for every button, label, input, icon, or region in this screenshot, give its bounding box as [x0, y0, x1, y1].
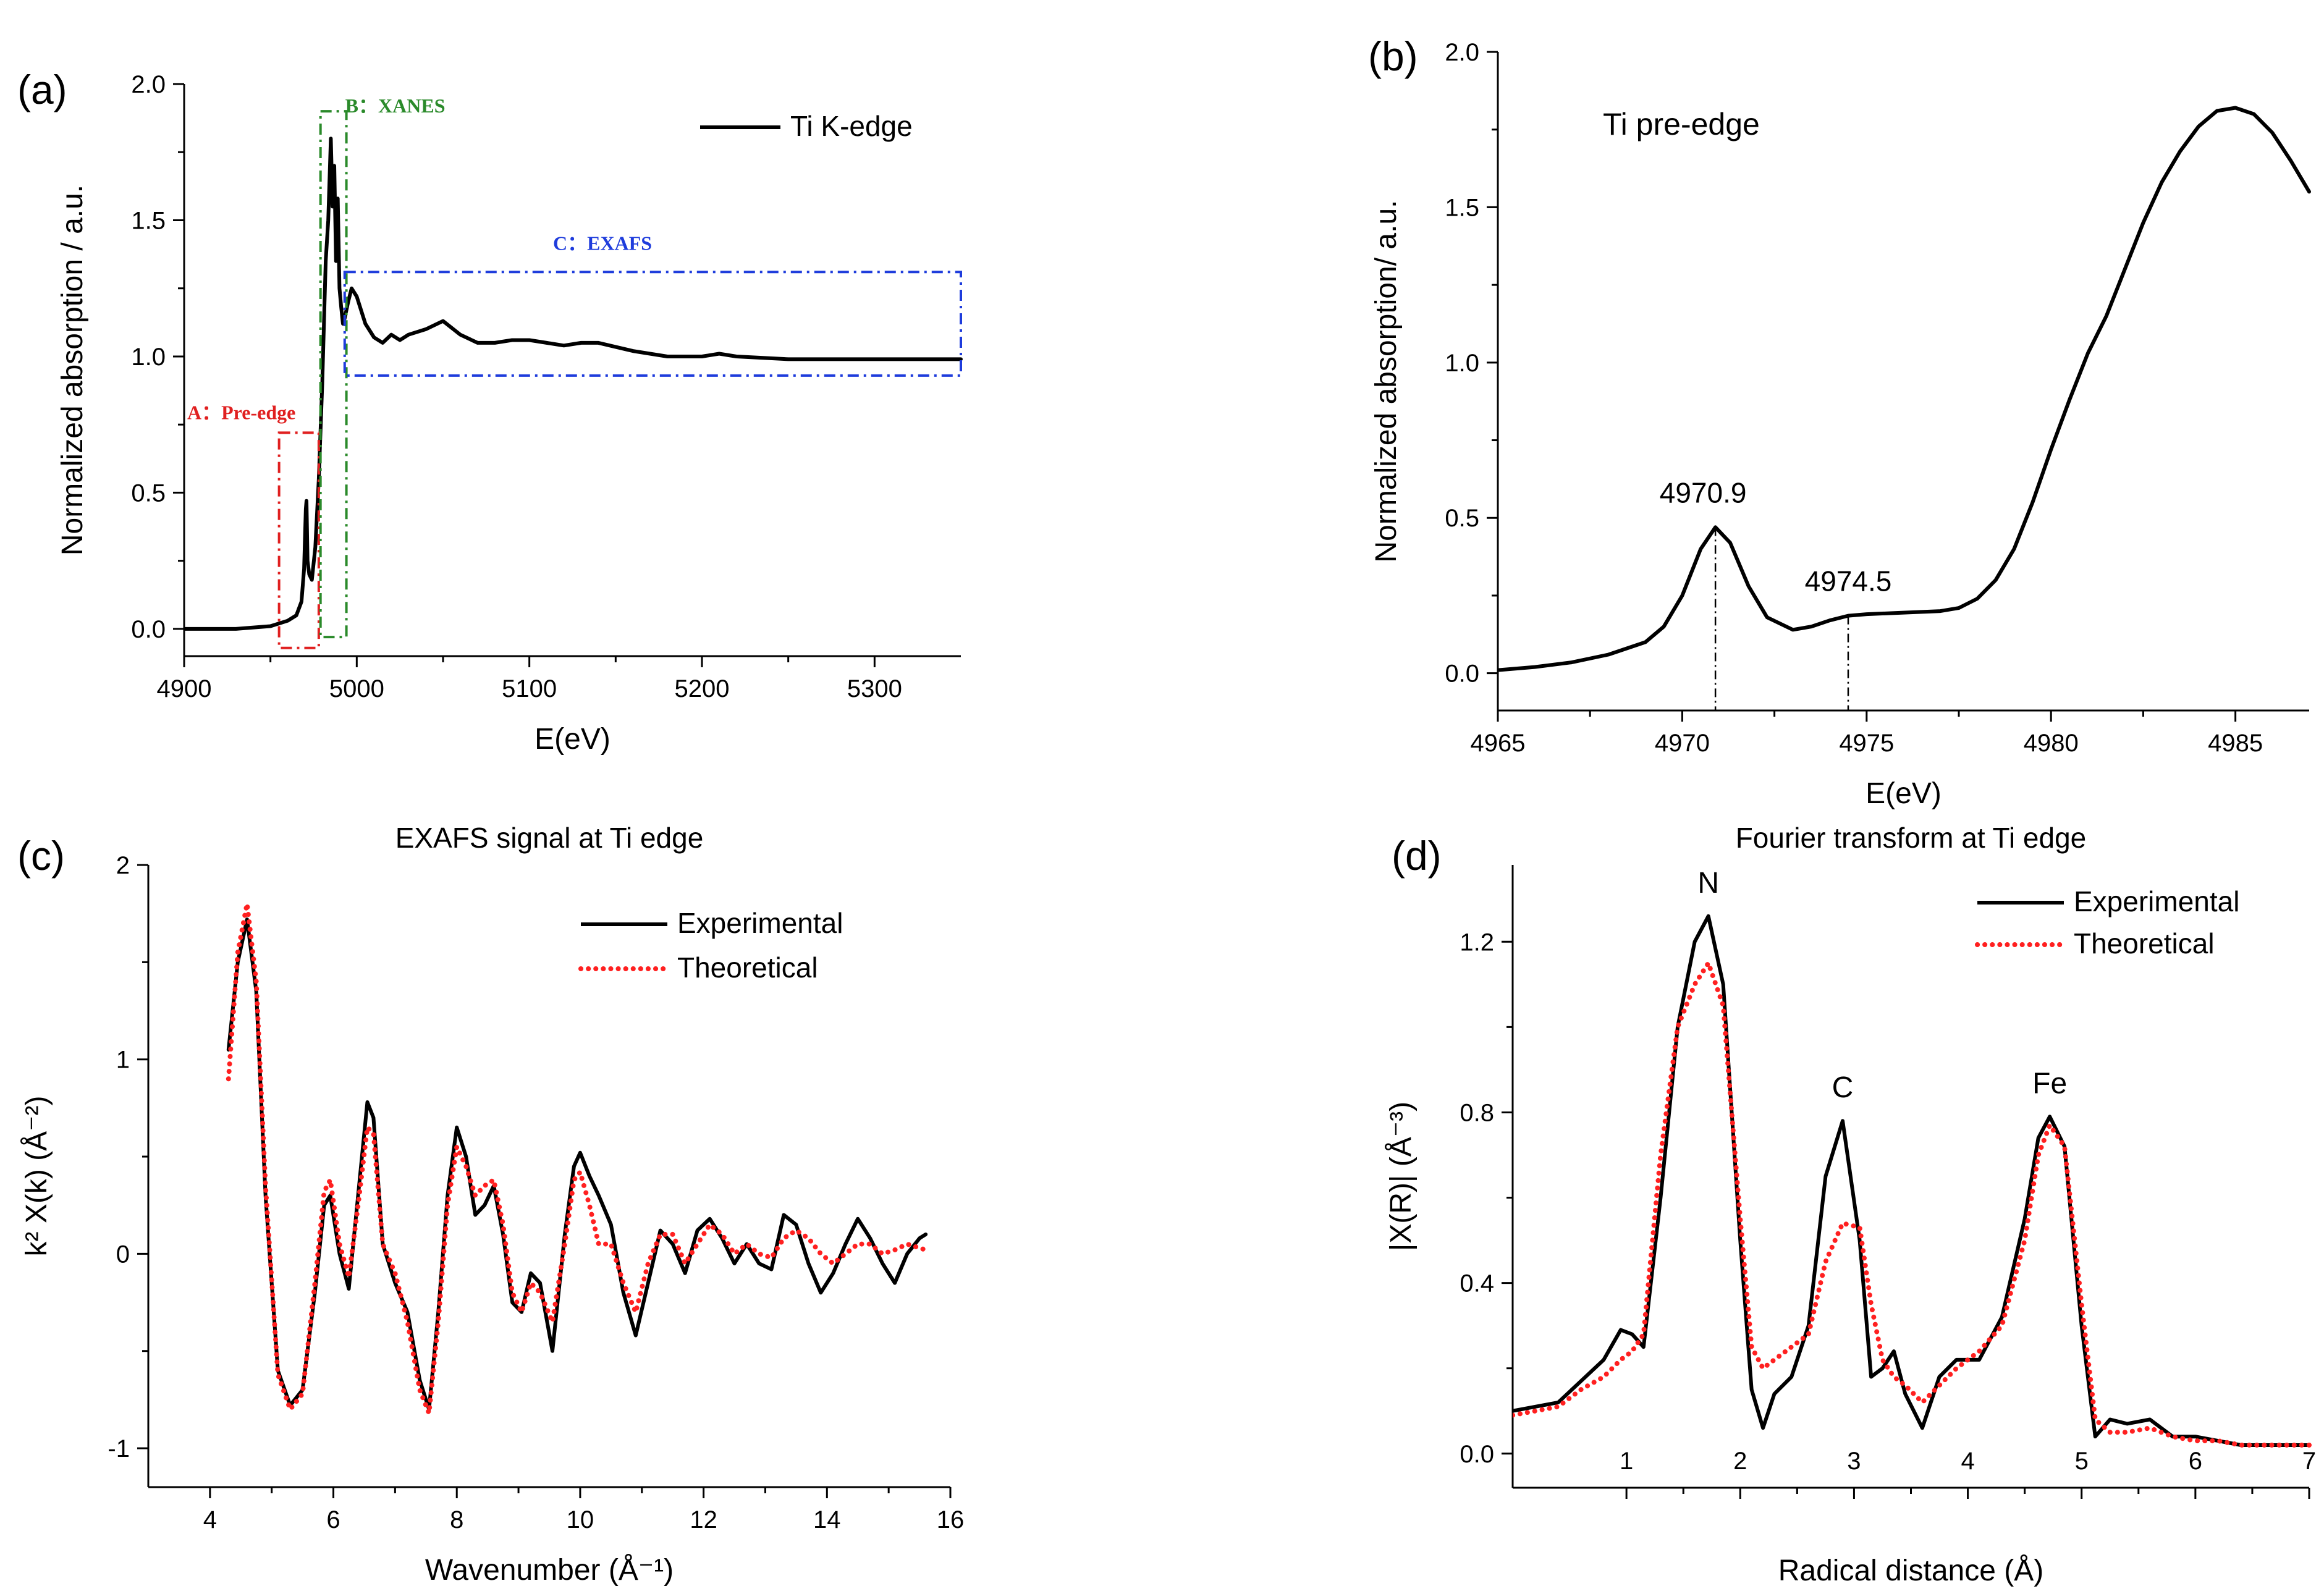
y-tick-label: 0.0 — [1460, 1441, 1494, 1468]
y-tick-label: 0.5 — [131, 479, 166, 507]
y-axis-label: Normalized absorption/ a.u. — [1370, 200, 1403, 563]
series-line-theoretical — [1513, 960, 2312, 1448]
x-tick-label: 5300 — [847, 675, 902, 702]
peak-label: Fe — [2032, 1067, 2067, 1100]
y-axis-label: Normalized absorption / a.u. — [56, 185, 89, 555]
y-tick-label: 1.0 — [131, 344, 166, 371]
x-tick-label: 6 — [2189, 1448, 2202, 1475]
x-tick-label: 5000 — [329, 675, 384, 702]
chart-panel-b: (b) 4965 4970 4975 4980 4985 0.0 0.5 1.0 1.5 2.0 E(… — [1368, 33, 2311, 810]
x-axis-label: E(eV) — [1866, 777, 1942, 810]
x-axis-label: E(eV) — [535, 723, 611, 756]
x-tick-label: 4900 — [157, 675, 212, 702]
x-tick-label: 4 — [203, 1506, 217, 1533]
y-tick-label: 1.0 — [1445, 350, 1479, 377]
x-tick-label: 2 — [1733, 1448, 1747, 1475]
x-tick-label: 3 — [1847, 1448, 1861, 1475]
y-tick-label: 1.5 — [131, 207, 166, 234]
y-tick-label: 2.0 — [1445, 39, 1479, 66]
x-tick-label: 1 — [1620, 1448, 1633, 1475]
series-line-ti-pre-edge — [1498, 106, 2311, 672]
x-tick-label: 5 — [2075, 1448, 2089, 1475]
x-tick-label: 14 — [813, 1506, 841, 1533]
peak-label: N — [1697, 867, 1719, 900]
peak-label: 4974.5 — [1805, 565, 1892, 597]
y-tick-label: 0 — [116, 1241, 130, 1268]
chart-panel-d: (d) Fourier transform at Ti edge 1 2 3 4 5 6 7 0.… — [1385, 822, 2316, 1587]
chart-panel-a: (a) 4900 5000 5100 5200 5300 0.0 0.5 1.0 1.5 2.0 E(… — [17, 67, 963, 756]
panel-inner-text: Ti pre-edge — [1603, 107, 1760, 141]
x-tick-label: 4965 — [1471, 730, 1526, 757]
series-line-experimental — [1513, 914, 2311, 1447]
x-tick-label: 16 — [937, 1506, 965, 1533]
y-tick-label: 1 — [116, 1047, 130, 1074]
panel-label: (d) — [1392, 833, 1442, 879]
legend-entry: Ti K-edge — [790, 110, 913, 142]
legend-entry: Experimental — [677, 907, 843, 939]
x-tick-label: 4975 — [1839, 730, 1894, 757]
legend-entry: Theoretical — [677, 951, 818, 984]
x-tick-label: 4 — [1961, 1448, 1974, 1475]
x-tick-label: 4970 — [1655, 730, 1710, 757]
y-tick-label: 0.0 — [131, 616, 166, 643]
series-line-theoretical — [226, 901, 929, 1416]
region-box-c — [343, 271, 962, 377]
x-axis-label: Radical distance (Å) — [1778, 1554, 2044, 1587]
panel-label: (a) — [17, 67, 67, 112]
region-label-c: C：EXAFS — [553, 232, 652, 254]
x-tick-label: 4980 — [2024, 730, 2079, 757]
x-axis-label: Wavenumber (Å⁻¹) — [425, 1554, 674, 1587]
x-tick-label: 12 — [690, 1506, 717, 1533]
x-tick-label: 5100 — [502, 675, 557, 702]
x-tick-label: 10 — [567, 1506, 594, 1533]
chart-title: EXAFS signal at Ti edge — [395, 822, 704, 854]
panel-label: (c) — [17, 833, 65, 879]
y-axis-label: k² X(k) (Å⁻²) — [20, 1096, 53, 1257]
y-tick-label: 2 — [116, 852, 130, 879]
y-tick-label: 1.5 — [1445, 194, 1479, 221]
panel-label: (b) — [1368, 33, 1418, 79]
y-tick-label: 0.4 — [1460, 1270, 1494, 1297]
x-tick-label: 6 — [326, 1506, 340, 1533]
legend-entry: Theoretical — [2074, 927, 2215, 959]
region-label-b: B：XANES — [345, 95, 446, 117]
x-tick-label: 4985 — [2208, 730, 2263, 757]
y-tick-label: 0.8 — [1460, 1099, 1494, 1126]
y-tick-label: 1.2 — [1460, 929, 1494, 956]
peak-label: C — [1832, 1071, 1854, 1104]
x-tick-label: 5200 — [675, 675, 730, 702]
chart-title: Fourier transform at Ti edge — [1736, 822, 2087, 854]
legend-entry: Experimental — [2074, 885, 2239, 917]
y-tick-label: -1 — [108, 1435, 130, 1462]
peak-label: 4970.9 — [1660, 476, 1747, 508]
x-tick-label: 8 — [450, 1506, 463, 1533]
region-box-a — [277, 431, 320, 649]
region-box-b — [319, 110, 348, 639]
x-tick-label: 7 — [2302, 1448, 2316, 1475]
y-tick-label: 2.0 — [131, 71, 166, 98]
y-tick-label: 0.5 — [1445, 505, 1479, 532]
series-line-experimental — [226, 917, 928, 1412]
region-label-a: A：Pre-edge — [187, 401, 295, 423]
y-axis-label: |X(R)| (Å⁻³) — [1385, 1102, 1418, 1251]
series-line-ti-k-edge — [184, 137, 963, 631]
y-tick-label: 0.0 — [1445, 660, 1479, 688]
